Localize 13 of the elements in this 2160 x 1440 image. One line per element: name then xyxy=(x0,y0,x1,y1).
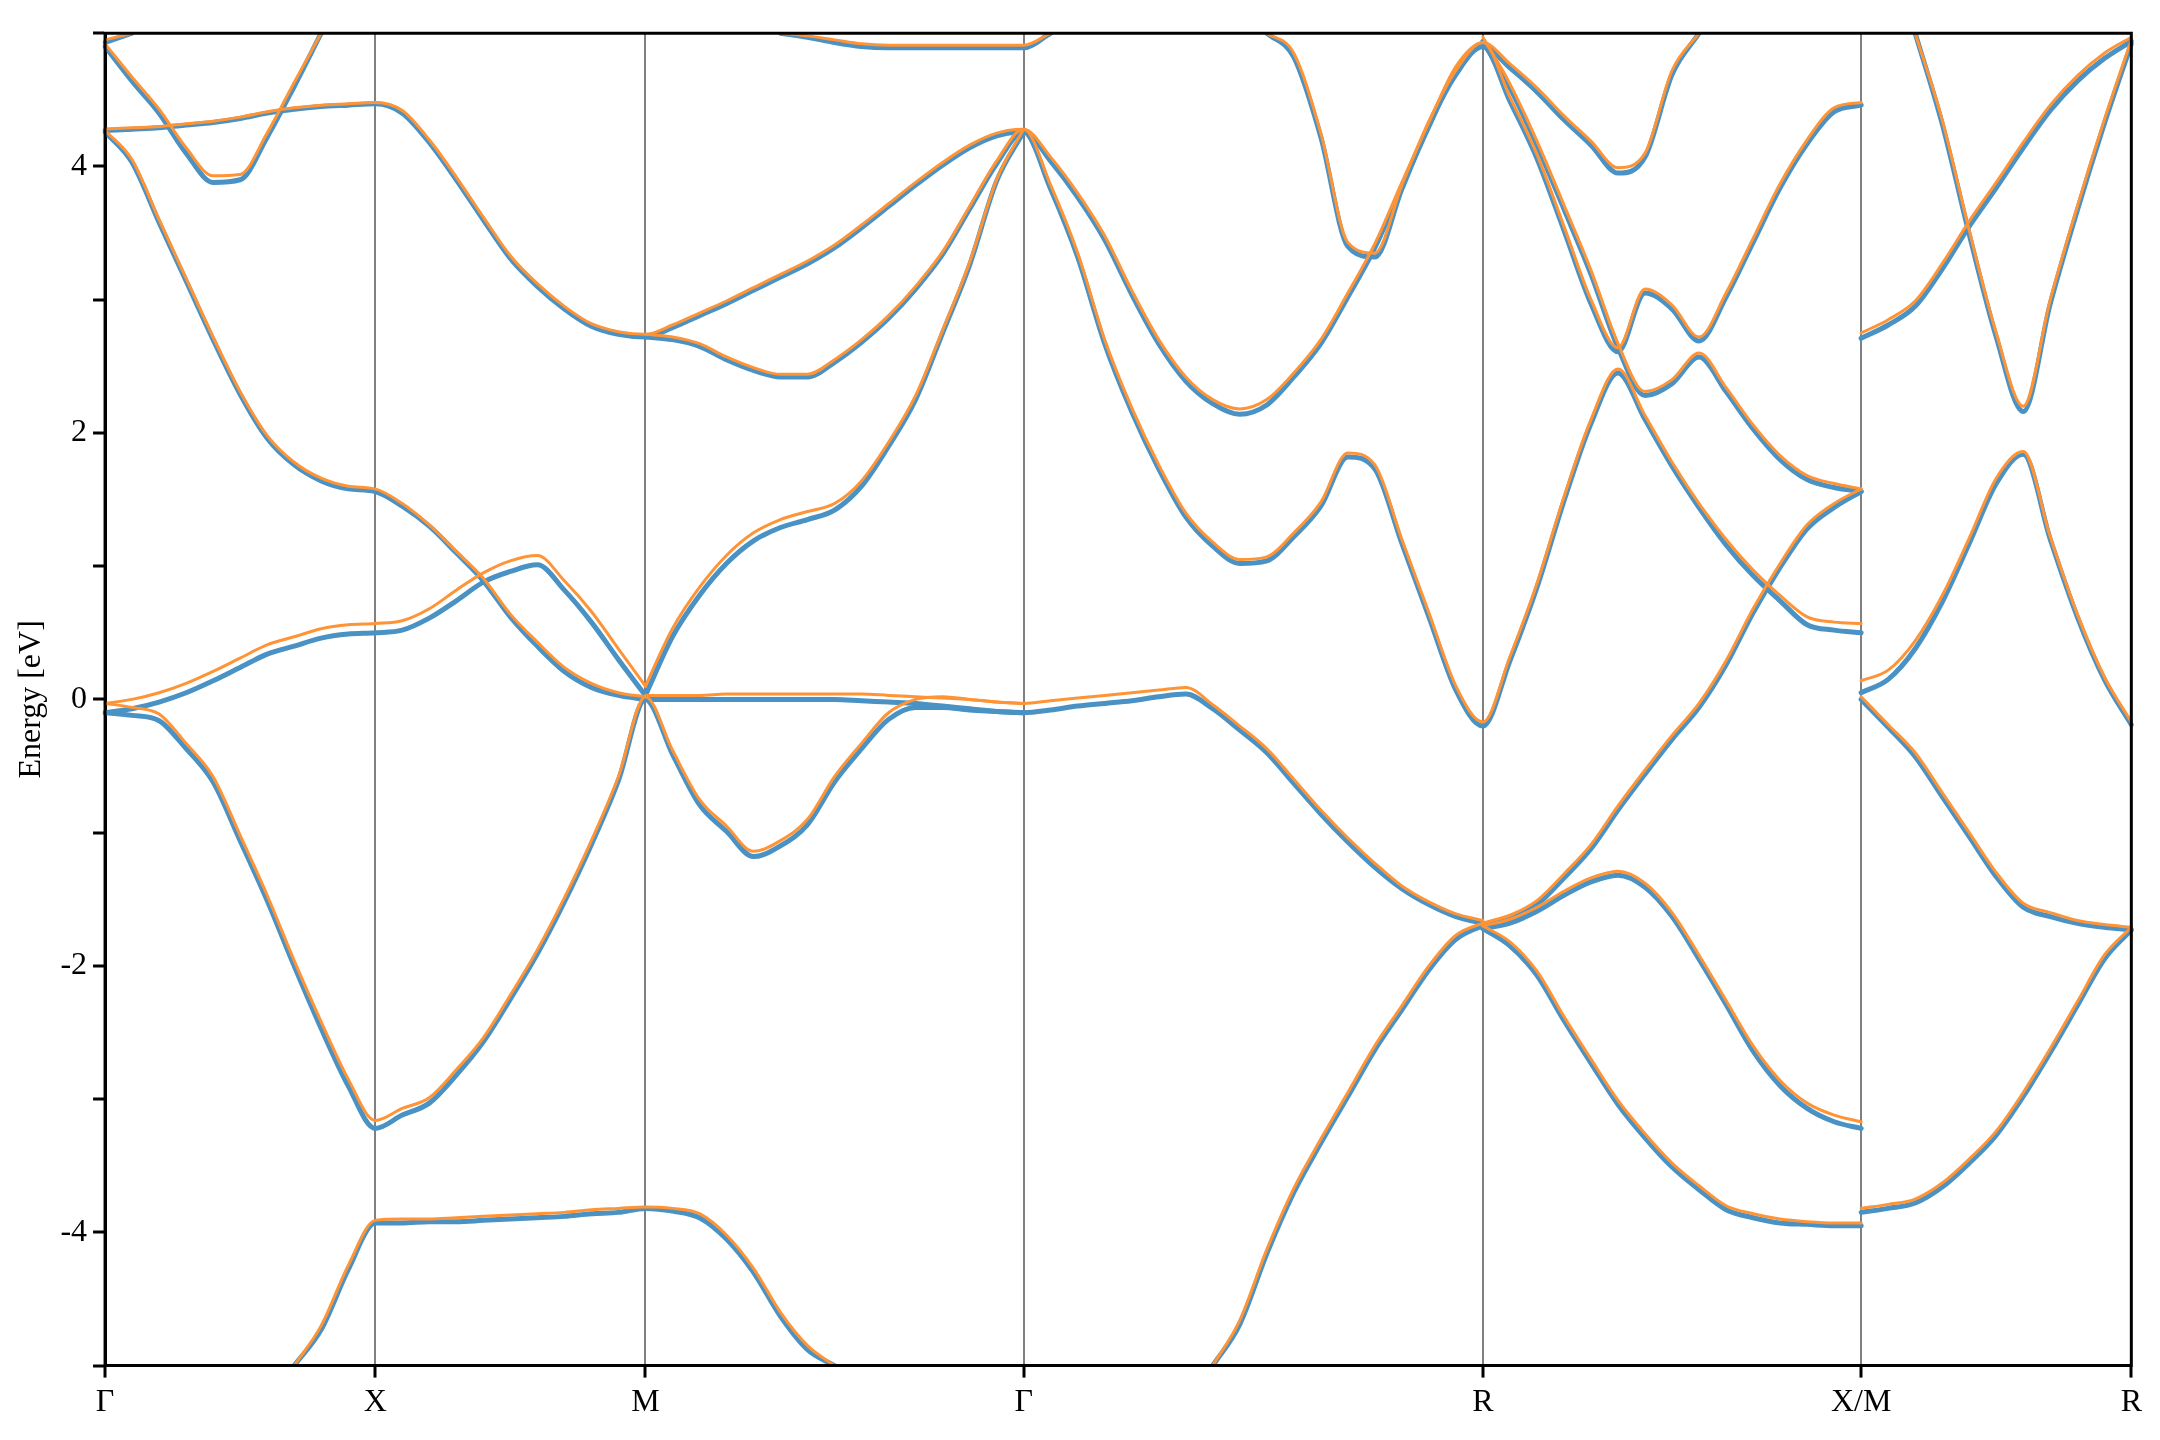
y-tick-label: 0 xyxy=(71,678,88,715)
y-tick-label: 4 xyxy=(71,145,88,182)
x-tick-label: R xyxy=(1472,1382,1495,1419)
x-tick-label: Γ xyxy=(1014,1382,1033,1419)
y-tick-label: -2 xyxy=(60,945,88,982)
x-tick-label: M xyxy=(631,1382,660,1419)
y-tick-label: -4 xyxy=(60,1211,88,1248)
x-tick-label: R xyxy=(2120,1382,2143,1419)
y-tick-label: 2 xyxy=(71,412,88,449)
y-axis-title: Energy [eV] xyxy=(10,620,47,779)
x-tick-label: X xyxy=(363,1382,387,1419)
x-tick-label: Γ xyxy=(95,1382,115,1419)
x-tick-label: X/M xyxy=(1830,1382,1892,1419)
